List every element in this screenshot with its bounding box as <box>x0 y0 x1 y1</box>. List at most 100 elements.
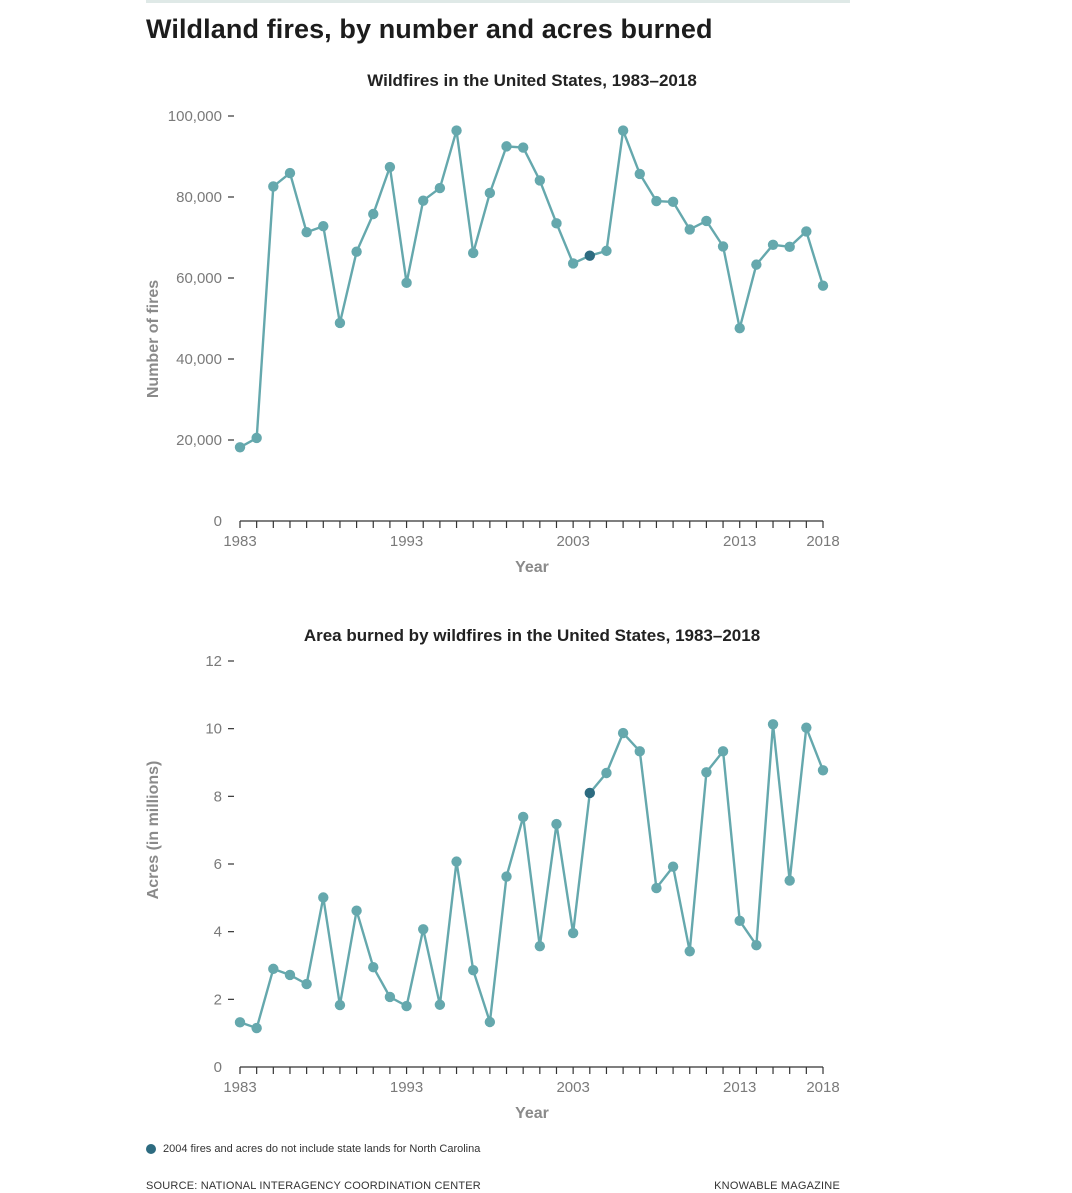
data-point <box>767 239 779 250</box>
data-point <box>734 323 745 334</box>
data-point <box>318 892 329 903</box>
data-point <box>784 241 795 253</box>
data-points <box>234 125 829 453</box>
data-point-highlight <box>584 250 595 261</box>
chart-number-of-fires: Wildfires in the United States, 1983–201… <box>145 71 840 576</box>
data-point <box>534 941 546 952</box>
data-point <box>418 195 429 206</box>
data-point <box>667 196 679 208</box>
y-tick-label: 20,000 <box>176 432 222 449</box>
y-tick-label: 2 <box>214 991 222 1008</box>
y-tick-label: 8 <box>214 788 222 805</box>
data-point <box>784 875 795 886</box>
data-point <box>234 442 246 453</box>
y-tick-label: 80,000 <box>176 189 222 206</box>
x-tick-label: 2018 <box>806 1079 839 1096</box>
data-point <box>251 432 262 444</box>
footnote: 2004 fires and acres do not include stat… <box>146 1143 480 1155</box>
data-point <box>401 277 412 289</box>
data-point <box>701 215 712 227</box>
data-point <box>817 280 829 291</box>
page-title: Wildland fires, by number and acres burn… <box>146 14 713 44</box>
y-axis-title: Acres (in millions) <box>145 761 162 900</box>
chart-title: Area burned by wildfires in the United S… <box>304 626 760 645</box>
y-tick-label: 12 <box>205 653 222 670</box>
y-tick-label: 10 <box>205 721 222 738</box>
series-line <box>239 723 825 1030</box>
x-tick-label: 1993 <box>390 533 423 550</box>
data-point <box>601 245 612 257</box>
y-axis-title: Number of fires <box>145 280 162 398</box>
data-point <box>684 946 695 957</box>
data-point <box>701 767 712 778</box>
data-point <box>734 915 745 927</box>
data-point <box>434 999 446 1010</box>
data-point <box>801 226 812 237</box>
data-point <box>817 765 829 776</box>
data-point <box>634 168 645 180</box>
data-point <box>251 1022 262 1034</box>
data-point <box>767 719 779 730</box>
data-point-highlight <box>584 787 595 799</box>
data-point <box>667 861 679 872</box>
data-points <box>234 719 829 1034</box>
footnote-text: 2004 fires and acres do not include stat… <box>163 1143 481 1155</box>
x-tick-label: 2013 <box>723 533 756 550</box>
data-point <box>268 181 279 192</box>
x-tick-label: 1983 <box>223 533 256 550</box>
axes: 0 2 4 6 8 10 12 1983 1993 2003 2013 2018 <box>205 653 839 1096</box>
data-point <box>284 969 296 981</box>
data-point <box>284 167 296 179</box>
data-point <box>651 195 662 207</box>
data-point <box>551 818 562 830</box>
data-point <box>634 746 645 757</box>
x-tick-label: 2003 <box>556 533 589 550</box>
data-point <box>501 141 512 152</box>
source-credit: SOURCE: NATIONAL INTERAGENCY COORDINATIO… <box>146 1180 481 1192</box>
data-point <box>651 882 662 894</box>
data-point <box>517 142 529 153</box>
x-tick-label: 2013 <box>723 1079 756 1096</box>
series-line-group <box>239 723 825 1030</box>
data-point <box>684 224 695 235</box>
chart-acres-burned: Area burned by wildfires in the United S… <box>145 626 840 1122</box>
x-axis-title: Year <box>515 559 549 576</box>
highlight-dot-icon <box>146 1144 156 1154</box>
data-point <box>384 991 396 1003</box>
data-point <box>351 246 362 257</box>
data-point <box>751 259 762 270</box>
axes: 0 20,000 40,000 60,000 80,000 100,000 1983 1993… <box>168 108 840 550</box>
x-tick-label: 2003 <box>556 1079 589 1096</box>
data-point <box>334 999 346 1011</box>
data-point <box>434 182 446 194</box>
data-point <box>617 125 629 136</box>
data-point <box>418 924 429 935</box>
x-tick-label: 1983 <box>223 1079 256 1096</box>
data-point <box>501 871 512 882</box>
data-point <box>268 963 279 975</box>
y-tick-label: 0 <box>214 513 222 530</box>
data-point <box>484 1016 496 1028</box>
data-point <box>717 746 729 757</box>
series-line-group <box>239 129 825 449</box>
data-point <box>451 856 462 867</box>
data-point <box>301 227 312 238</box>
data-point <box>334 317 346 329</box>
data-point <box>451 125 462 136</box>
data-point <box>801 722 812 733</box>
data-point <box>468 965 479 976</box>
y-tick-label: 100,000 <box>168 108 222 125</box>
data-point <box>717 241 729 252</box>
data-point <box>234 1017 246 1028</box>
chart-title: Wildfires in the United States, 1983–201… <box>367 71 697 90</box>
top-rule <box>146 0 850 3</box>
publisher-credit: KNOWABLE MAGAZINE <box>714 1180 840 1192</box>
data-point <box>567 258 579 269</box>
data-point <box>617 727 629 739</box>
x-tick-label: 2018 <box>806 533 839 550</box>
data-point <box>534 175 546 186</box>
data-point <box>351 905 362 916</box>
data-point <box>567 927 579 939</box>
y-tick-label: 6 <box>214 856 222 873</box>
y-tick-label: 4 <box>214 924 222 941</box>
